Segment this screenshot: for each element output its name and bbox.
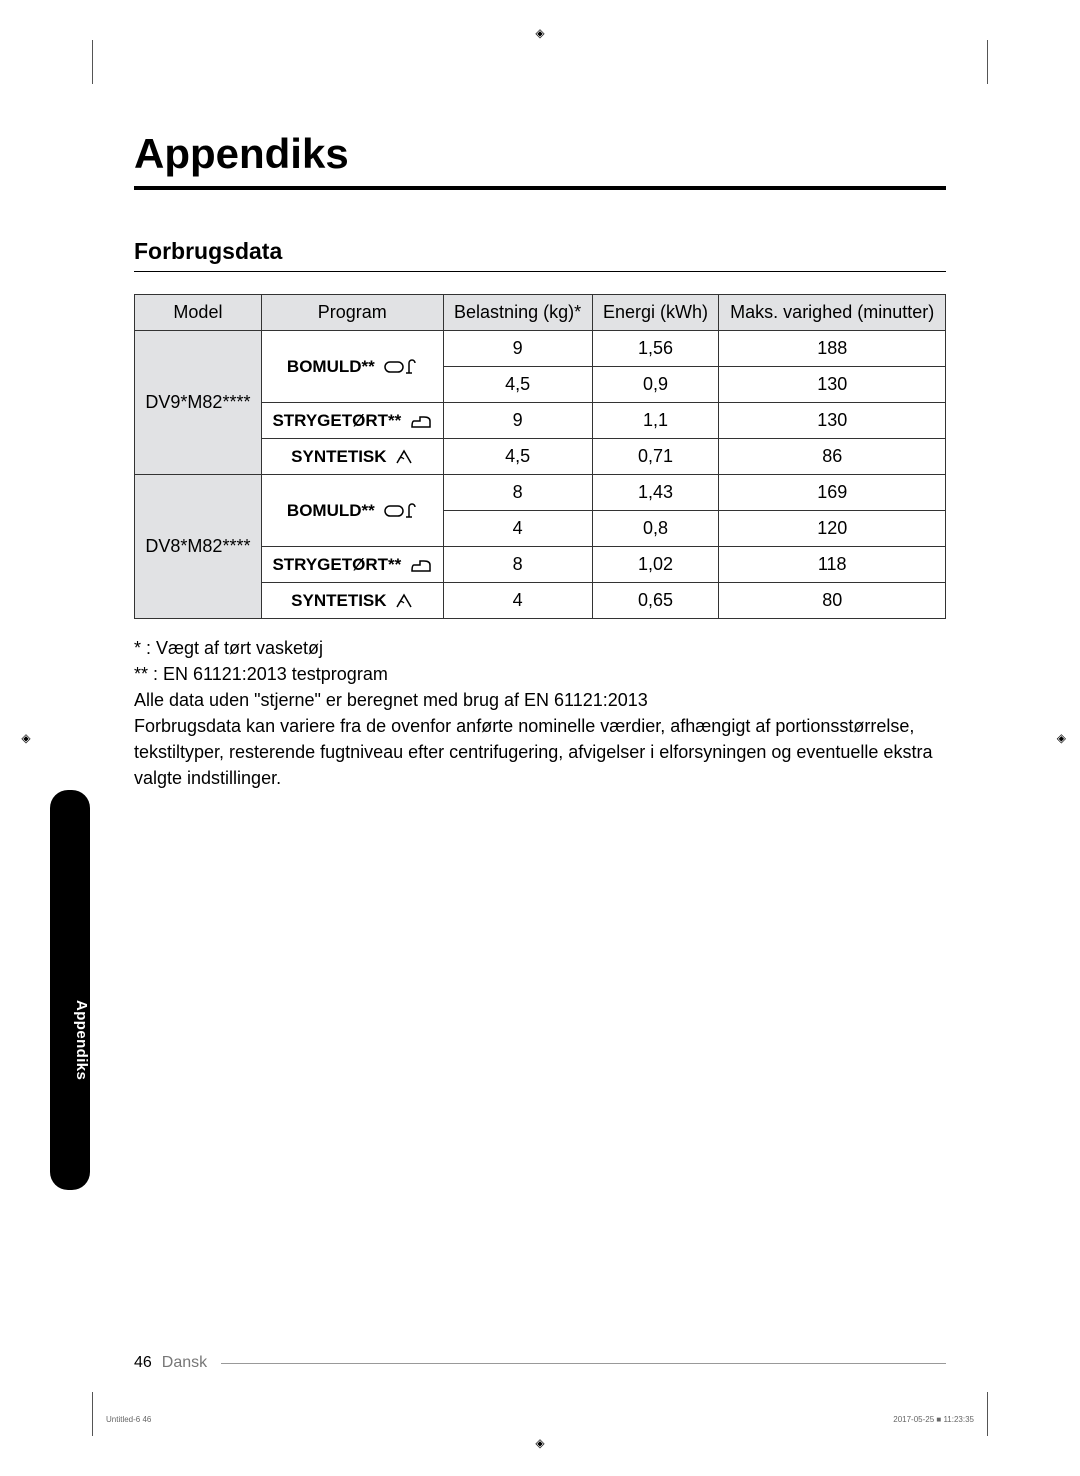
energy-cell: 0,65 [592,583,719,619]
iron-dry-icon [410,559,432,573]
content-area: Appendiks Forbrugsdata Model Program Bel… [134,130,946,792]
program-cell: STRYGETØRT** [261,547,443,583]
load-cell: 8 [443,547,592,583]
energy-cell: 1,43 [592,475,719,511]
load-cell: 4,5 [443,439,592,475]
cupboard-dry-icon [384,503,418,519]
program-cell: BOMULD** [261,475,443,547]
table-header: Energi (kWh) [592,295,719,331]
load-cell: 4 [443,511,592,547]
program-name: STRYGETØRT** [272,555,401,574]
page-footer: 46 Dansk [134,1354,946,1372]
duration-cell: 130 [719,367,946,403]
energy-cell: 0,71 [592,439,719,475]
crop-mark [92,40,93,84]
crop-mark [987,1392,988,1436]
energy-cell: 0,8 [592,511,719,547]
note-line: * : Vægt af tørt vasketøj [134,635,946,661]
notes-block: * : Vægt af tørt vasketøj ** : EN 61121:… [134,635,946,792]
load-cell: 8 [443,475,592,511]
crop-mark [987,40,988,84]
program-name: STRYGETØRT** [272,411,401,430]
note-line: ** : EN 61121:2013 testprogram [134,661,946,687]
note-line: Alle data uden "stjerne" er beregnet med… [134,687,946,713]
duration-cell: 86 [719,439,946,475]
program-cell: SYNTETISK [261,439,443,475]
note-line: Forbrugsdata kan variere fra de ovenfor … [134,713,946,791]
program-name: BOMULD** [287,501,375,520]
table-header: Program [261,295,443,331]
side-tab [50,790,90,1190]
energy-cell: 0,9 [592,367,719,403]
program-cell: BOMULD** [261,331,443,403]
table-header: Maks. varighed (minutter) [719,295,946,331]
duration-cell: 80 [719,583,946,619]
program-name: SYNTETISK [291,591,386,610]
table-header: Model [135,295,262,331]
section-heading: Forbrugsdata [134,238,946,272]
load-cell: 4 [443,583,592,619]
synthetic-icon [395,593,413,609]
duration-cell: 188 [719,331,946,367]
print-footer: Untitled-6 46 2017-05-25 ■ 11:23:35 [106,1415,974,1424]
duration-cell: 120 [719,511,946,547]
duration-cell: 118 [719,547,946,583]
page-number: 46 [134,1354,152,1372]
load-cell: 4,5 [443,367,592,403]
energy-cell: 1,02 [592,547,719,583]
program-name: BOMULD** [287,357,375,376]
registration-mark-left: ◈ [21,731,30,745]
load-cell: 9 [443,331,592,367]
load-cell: 9 [443,403,592,439]
cupboard-dry-icon [384,359,418,375]
energy-cell: 1,56 [592,331,719,367]
program-cell: SYNTETISK [261,583,443,619]
consumption-table: Model Program Belastning (kg)* Energi (k… [134,294,946,619]
iron-dry-icon [410,415,432,429]
title-underline [134,186,946,190]
print-footer-right: 2017-05-25 ■ 11:23:35 [893,1415,974,1424]
registration-mark-bottom: ◈ [535,1436,544,1450]
duration-cell: 169 [719,475,946,511]
print-footer-left: Untitled-6 46 [106,1415,151,1424]
registration-mark-right: ◈ [1057,731,1066,745]
energy-cell: 1,1 [592,403,719,439]
crop-mark [92,1392,93,1436]
duration-cell: 130 [719,403,946,439]
page-title: Appendiks [134,130,946,178]
side-tab-label: Appendiks [50,1000,90,1080]
program-cell: STRYGETØRT** [261,403,443,439]
synthetic-icon [395,449,413,465]
model-cell: DV9*M82**** [135,331,262,475]
footer-rule [221,1363,946,1364]
program-name: SYNTETISK [291,447,386,466]
registration-mark-top: ◈ [535,26,544,40]
page-language: Dansk [162,1354,207,1372]
table-header: Belastning (kg)* [443,295,592,331]
model-cell: DV8*M82**** [135,475,262,619]
